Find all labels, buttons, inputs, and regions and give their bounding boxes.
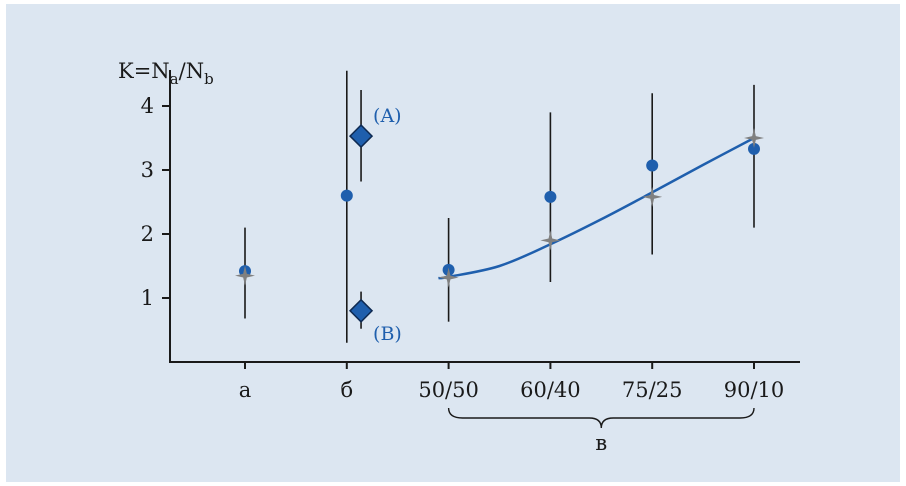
x-tick-label: 50/50: [418, 378, 479, 402]
circle-marker: [748, 142, 760, 155]
x-ticks: a б 50/50 60/40 75/25 90/10: [239, 362, 785, 402]
y-tick-label: 1: [141, 286, 154, 310]
x-tick-label: a: [239, 378, 252, 402]
y-axis-title-sub2: b: [204, 70, 214, 88]
y-axis-title-sub1: a: [170, 70, 179, 88]
fit-curve: [438, 136, 755, 280]
star-marker: [642, 186, 663, 207]
chart-panel: [6, 4, 900, 482]
x-tick-label: 75/25: [622, 378, 683, 402]
x-tick-label: 90/10: [724, 378, 785, 402]
star-marker: [438, 267, 459, 288]
y-axis-title-mid: /N: [179, 59, 204, 83]
star-marker: [235, 265, 255, 286]
star-marker: [540, 230, 561, 251]
group-brace: [447, 407, 755, 429]
star-marker: [744, 128, 764, 148]
x-tick-label: б: [340, 378, 353, 402]
diamond-marker: [348, 298, 374, 323]
circle-marker: [544, 190, 557, 203]
error-bars: [244, 70, 755, 343]
y-axis-title: K=Na/Nb: [118, 59, 214, 88]
y-ticks: 1 2 3 4: [141, 94, 170, 310]
diamond-label: (B): [373, 323, 402, 345]
diamond-marker: [348, 124, 374, 149]
diamond-label: (A): [373, 105, 402, 127]
y-tick-label: 4: [141, 94, 154, 118]
y-tick-label: 3: [141, 158, 154, 182]
axes: [169, 70, 800, 363]
circle-marker: [340, 189, 353, 202]
y-axis-title-main: K=N: [118, 59, 170, 83]
group-brace-label: в: [595, 431, 607, 455]
circle-marker: [646, 159, 659, 172]
y-tick-label: 2: [141, 222, 154, 246]
x-tick-label: 60/40: [520, 378, 581, 402]
markers: (A) (B): [235, 105, 764, 345]
